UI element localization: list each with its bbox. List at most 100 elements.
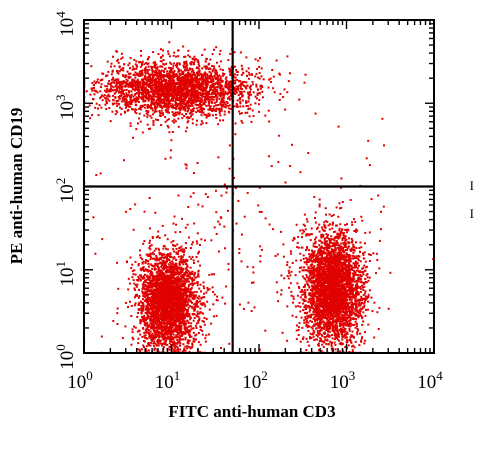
event-point bbox=[197, 92, 200, 95]
event-point bbox=[190, 292, 193, 295]
event-point bbox=[103, 94, 106, 97]
event-point bbox=[157, 334, 160, 337]
event-point bbox=[134, 71, 137, 74]
event-point bbox=[203, 48, 206, 51]
event-point bbox=[241, 81, 244, 84]
event-point bbox=[126, 104, 129, 106]
event-point bbox=[185, 268, 188, 271]
event-point bbox=[204, 71, 207, 74]
event-point bbox=[140, 70, 143, 73]
event-point bbox=[168, 275, 171, 278]
event-point bbox=[193, 298, 196, 300]
event-point bbox=[236, 85, 239, 88]
event-point bbox=[154, 322, 157, 325]
event-point bbox=[251, 83, 254, 86]
event-point bbox=[162, 335, 164, 338]
event-point bbox=[183, 249, 186, 252]
event-point bbox=[214, 92, 217, 95]
event-point bbox=[139, 256, 142, 259]
event-point bbox=[151, 98, 154, 101]
event-point bbox=[209, 105, 212, 108]
event-point bbox=[240, 64, 243, 67]
event-point bbox=[115, 87, 118, 90]
event-point bbox=[114, 96, 117, 99]
event-point bbox=[165, 256, 168, 258]
event-point bbox=[185, 267, 188, 270]
event-point bbox=[167, 126, 170, 129]
event-point bbox=[127, 83, 130, 86]
event-point bbox=[147, 56, 150, 59]
event-point bbox=[183, 96, 186, 99]
event-point bbox=[173, 328, 176, 331]
event-point bbox=[151, 92, 154, 95]
event-point bbox=[187, 116, 189, 119]
event-point bbox=[192, 84, 195, 87]
event-point bbox=[229, 95, 232, 98]
event-point bbox=[201, 89, 204, 92]
event-point bbox=[165, 322, 167, 325]
event-point bbox=[114, 85, 117, 88]
event-point bbox=[162, 274, 165, 277]
event-point bbox=[224, 84, 227, 87]
event-point bbox=[141, 69, 144, 72]
event-point bbox=[96, 91, 99, 94]
event-point bbox=[163, 325, 166, 328]
event-point bbox=[190, 73, 193, 76]
event-point bbox=[156, 80, 159, 83]
event-point bbox=[179, 308, 182, 311]
event-point bbox=[140, 98, 143, 101]
event-point bbox=[260, 75, 263, 78]
event-point bbox=[200, 104, 202, 107]
event-point bbox=[179, 344, 182, 347]
event-point bbox=[247, 71, 250, 74]
event-point bbox=[172, 343, 175, 346]
event-point bbox=[195, 256, 198, 258]
event-point bbox=[198, 287, 201, 290]
event-point bbox=[226, 93, 229, 96]
event-point bbox=[186, 279, 189, 282]
event-point bbox=[174, 231, 177, 234]
event-point bbox=[185, 62, 188, 65]
event-point bbox=[149, 326, 152, 328]
event-point bbox=[221, 100, 224, 103]
event-point bbox=[156, 308, 159, 311]
event-point bbox=[169, 78, 172, 81]
event-point bbox=[182, 349, 185, 352]
event-point bbox=[169, 273, 172, 276]
event-point bbox=[170, 264, 173, 267]
event-point bbox=[162, 49, 164, 52]
event-point bbox=[188, 105, 191, 108]
event-point bbox=[146, 337, 149, 340]
event-point bbox=[188, 339, 191, 342]
event-point bbox=[170, 92, 173, 95]
event-point bbox=[199, 92, 201, 94]
event-point bbox=[118, 66, 121, 69]
event-point bbox=[151, 102, 154, 105]
population-0 bbox=[83, 41, 307, 134]
event-point bbox=[204, 78, 207, 81]
event-point bbox=[152, 337, 155, 340]
event-point bbox=[239, 80, 242, 83]
event-point bbox=[252, 91, 255, 94]
event-point bbox=[168, 84, 171, 87]
event-point bbox=[127, 75, 130, 78]
event-point bbox=[164, 87, 167, 90]
event-point bbox=[182, 319, 185, 322]
event-point bbox=[164, 109, 167, 112]
event-point bbox=[127, 101, 130, 104]
event-point bbox=[206, 300, 209, 303]
event-point bbox=[128, 77, 131, 80]
event-point bbox=[136, 74, 139, 77]
event-point bbox=[174, 287, 177, 290]
event-point bbox=[181, 93, 184, 96]
event-point bbox=[157, 235, 160, 238]
event-point bbox=[238, 110, 241, 113]
event-point bbox=[146, 275, 149, 278]
event-point bbox=[197, 109, 200, 112]
event-point bbox=[197, 297, 200, 300]
event-point bbox=[135, 92, 138, 95]
event-point bbox=[193, 71, 195, 74]
event-point bbox=[161, 256, 164, 259]
event-point bbox=[216, 92, 219, 95]
event-point bbox=[152, 119, 155, 122]
